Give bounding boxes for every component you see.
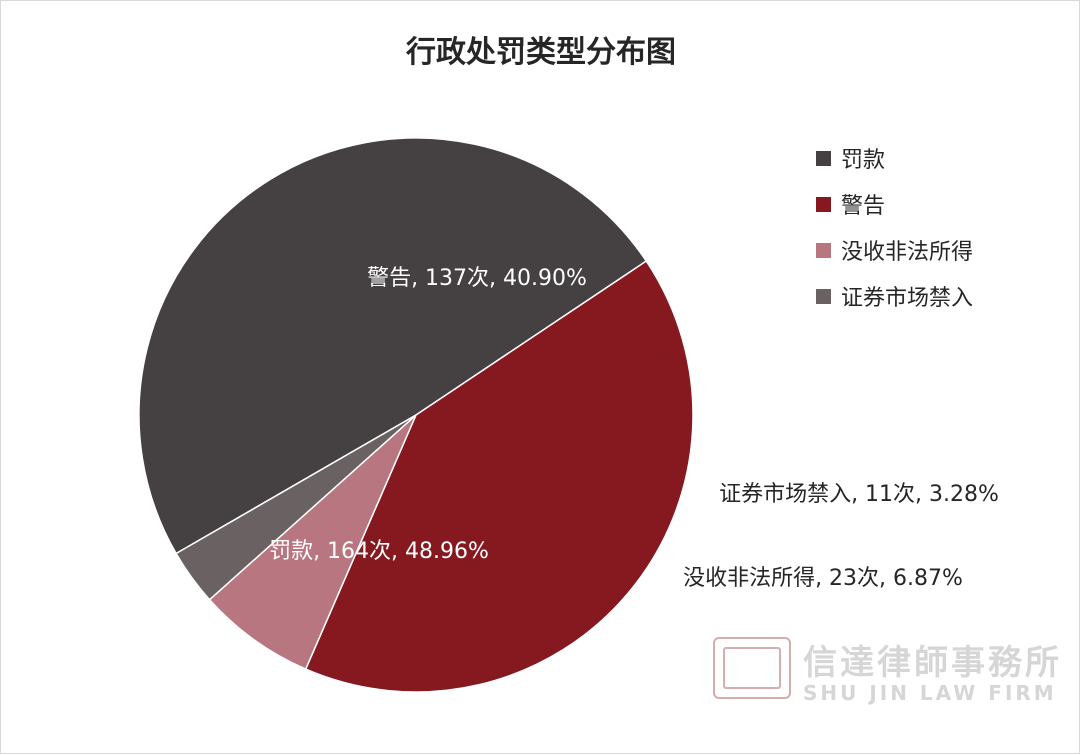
watermark-subtitle: SHU JIN LAW FIRM — [803, 681, 1057, 705]
data-label-confiscation: 没收非法所得, 23次, 6.87% — [683, 566, 963, 591]
slice-confiscation — [208, 414, 417, 671]
legend: 罚款 警告 没收非法所得 证券市场禁入 — [816, 135, 973, 319]
legend-swatch-fine — [816, 150, 831, 166]
watermark-name: 信達律師事務所 — [803, 643, 1062, 683]
legend-swatch-confiscation — [816, 242, 831, 258]
seal-logo-icon — [713, 637, 791, 699]
slice-fine — [138, 137, 648, 555]
legend-item-market-ban: 证券市场禁入 — [816, 273, 973, 319]
legend-item-confiscation: 没收非法所得 — [816, 227, 973, 273]
data-label-fine: 罚款, 164次, 48.96% — [269, 539, 489, 564]
legend-label-fine: 罚款 — [841, 148, 886, 173]
slice-market-ban — [175, 414, 417, 601]
data-label-market-ban: 证券市场禁入, 11次, 3.28% — [719, 482, 999, 507]
chart-title: 行政处罚类型分布图 — [406, 35, 676, 70]
slice-warning — [304, 260, 694, 693]
data-label-warning: 警告, 137次, 40.90% — [367, 266, 587, 291]
legend-label-market-ban: 证券市场禁入 — [841, 286, 974, 311]
legend-label-confiscation: 没收非法所得 — [841, 240, 974, 265]
legend-swatch-warning — [816, 196, 831, 212]
legend-item-fine: 罚款 — [816, 135, 973, 181]
legend-label-warning: 警告 — [841, 194, 886, 219]
legend-item-warning: 警告 — [816, 181, 973, 227]
legend-swatch-market-ban — [816, 288, 831, 304]
